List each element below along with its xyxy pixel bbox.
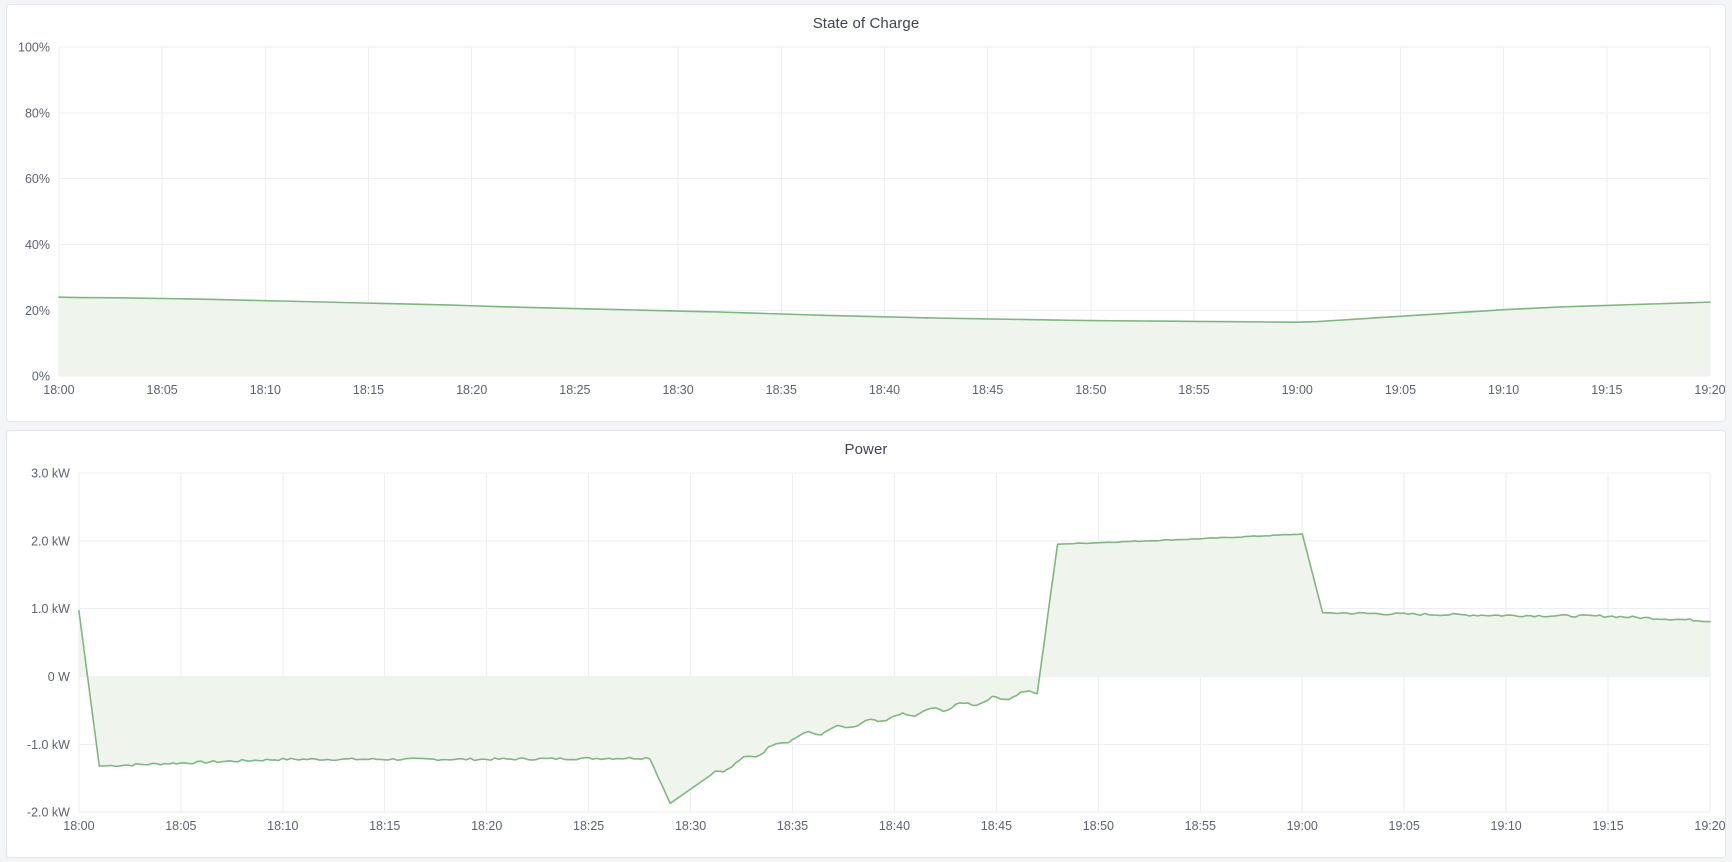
svg-text:19:10: 19:10 bbox=[1491, 819, 1522, 833]
svg-text:18:25: 18:25 bbox=[573, 819, 604, 833]
panel-title-state-of-charge: State of Charge bbox=[812, 15, 920, 32]
svg-text:18:30: 18:30 bbox=[662, 383, 693, 397]
panel-title-power: Power bbox=[844, 441, 888, 458]
soc-y-axis-labels: 0% 20% 40% 60% 80% 100% bbox=[18, 40, 50, 383]
svg-text:19:15: 19:15 bbox=[1592, 819, 1623, 833]
panel-power: Power -2.0 kW -1.0 kW 0 W 1.0 kW 2.0 kW 3.0 k… bbox=[6, 430, 1726, 858]
soc-chart-svg: 0%20%40%60%80%100% 18:00 18:05 18:10 18:15 1… bbox=[18, 40, 1725, 397]
svg-text:18:10: 18:10 bbox=[267, 819, 298, 833]
power-area-fill bbox=[78, 533, 1711, 804]
svg-text:0%: 0% bbox=[32, 370, 50, 384]
svg-text:18:55: 18:55 bbox=[1178, 383, 1209, 397]
svg-text:18:45: 18:45 bbox=[972, 383, 1003, 397]
svg-text:19:05: 19:05 bbox=[1389, 819, 1420, 833]
plot-power: -2.0 kW -1.0 kW 0 W 1.0 kW 2.0 kW 3.0 kW 18:0… bbox=[7, 459, 1725, 855]
svg-text:18:20: 18:20 bbox=[471, 819, 502, 833]
svg-text:18:10: 18:10 bbox=[250, 383, 281, 397]
svg-text:19:10: 19:10 bbox=[1488, 383, 1519, 397]
power-chart-svg: -2.0 kW -1.0 kW 0 W 1.0 kW 2.0 kW 3.0 kW 18:0… bbox=[27, 466, 1725, 833]
svg-text:19:00: 19:00 bbox=[1287, 819, 1318, 833]
svg-text:19:20: 19:20 bbox=[1694, 383, 1725, 397]
svg-text:18:50: 18:50 bbox=[1083, 819, 1114, 833]
power-y-axis-labels: -2.0 kW -1.0 kW 0 W 1.0 kW 2.0 kW 3.0 kW bbox=[27, 466, 70, 819]
power-line bbox=[78, 533, 1711, 805]
svg-text:18:35: 18:35 bbox=[766, 383, 797, 397]
svg-text:18:50: 18:50 bbox=[1075, 383, 1106, 397]
svg-text:20%: 20% bbox=[25, 304, 50, 318]
svg-text:18:55: 18:55 bbox=[1185, 819, 1216, 833]
svg-text:18:00: 18:00 bbox=[63, 819, 94, 833]
svg-text:18:15: 18:15 bbox=[369, 819, 400, 833]
svg-text:19:00: 19:00 bbox=[1282, 383, 1313, 397]
svg-text:80%: 80% bbox=[25, 106, 50, 120]
svg-text:18:00: 18:00 bbox=[43, 383, 74, 397]
svg-text:18:15: 18:15 bbox=[353, 383, 384, 397]
svg-text:2.0 kW: 2.0 kW bbox=[31, 534, 70, 548]
svg-text:18:25: 18:25 bbox=[559, 383, 590, 397]
svg-text:40%: 40% bbox=[25, 238, 50, 252]
panel-state-of-charge: State of Charge 0% 20% 40% 60% 80% 100% 18:00… bbox=[6, 4, 1726, 422]
svg-text:18:05: 18:05 bbox=[165, 819, 196, 833]
plot-state-of-charge: 0% 20% 40% 60% 80% 100% 18:00 18:05 18:10 18:15 1… bbox=[7, 33, 1725, 419]
soc-area-fill bbox=[58, 297, 1711, 377]
soc-x-axis-labels: 18:00 18:05 18:10 18:15 18:20 18:25 18:30 18:35… bbox=[43, 383, 1725, 397]
svg-text:-2.0 kW: -2.0 kW bbox=[27, 806, 70, 820]
soc-line bbox=[58, 296, 1711, 324]
svg-text:19:05: 19:05 bbox=[1385, 383, 1416, 397]
svg-text:18:20: 18:20 bbox=[456, 383, 487, 397]
svg-text:18:40: 18:40 bbox=[879, 819, 910, 833]
svg-text:18:40: 18:40 bbox=[869, 383, 900, 397]
svg-text:18:45: 18:45 bbox=[981, 819, 1012, 833]
svg-text:1.0 kW: 1.0 kW bbox=[31, 602, 70, 616]
svg-text:19:20: 19:20 bbox=[1694, 819, 1725, 833]
svg-text:18:35: 18:35 bbox=[777, 819, 808, 833]
svg-text:3.0 kW: 3.0 kW bbox=[31, 466, 70, 480]
svg-text:18:30: 18:30 bbox=[675, 819, 706, 833]
svg-text:60%: 60% bbox=[25, 172, 50, 186]
svg-text:0 W: 0 W bbox=[48, 670, 70, 684]
svg-text:18:05: 18:05 bbox=[147, 383, 178, 397]
power-x-axis-labels: 18:00 18:05 18:10 18:15 18:20 18:25 18:30 18:35… bbox=[63, 819, 1725, 833]
svg-text:-1.0 kW: -1.0 kW bbox=[27, 738, 70, 752]
svg-text:100%: 100% bbox=[18, 40, 50, 54]
svg-text:19:15: 19:15 bbox=[1591, 383, 1622, 397]
